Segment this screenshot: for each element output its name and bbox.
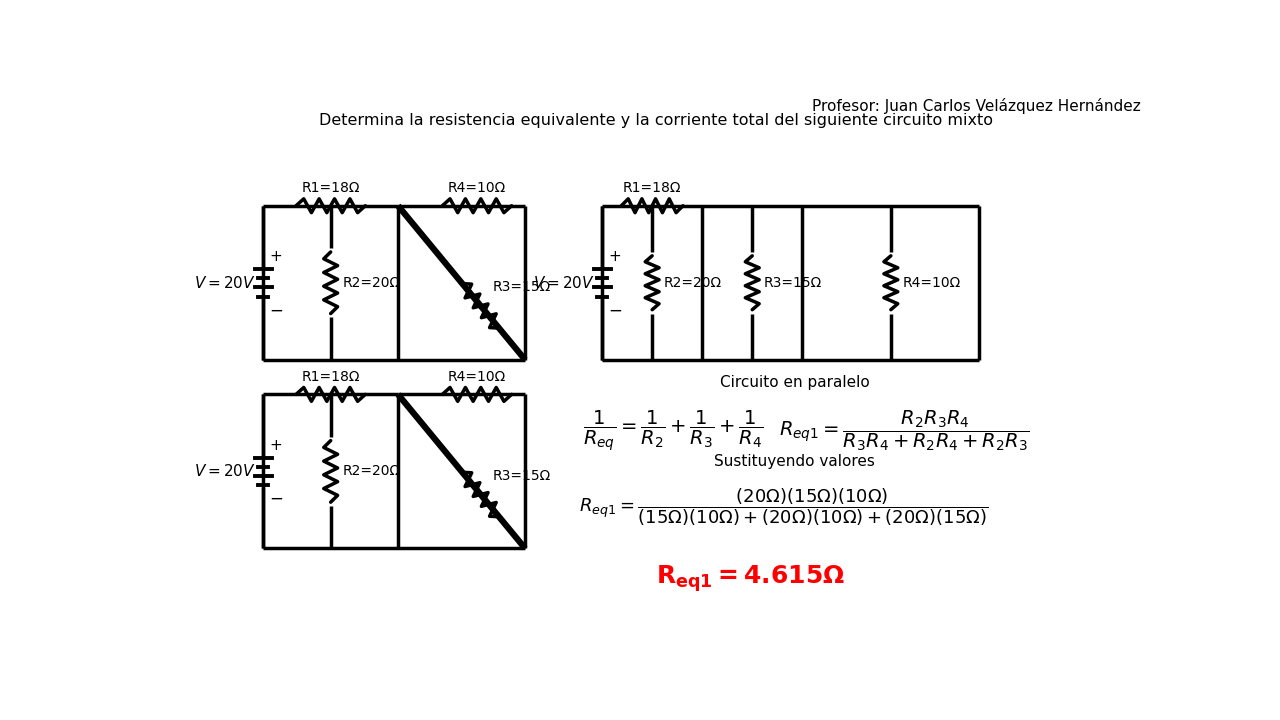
Text: −: −: [270, 301, 283, 319]
Text: R2=20Ω: R2=20Ω: [342, 464, 401, 478]
Text: R4=10Ω: R4=10Ω: [448, 369, 506, 384]
Text: $\dfrac{1}{R_{eq}} = \dfrac{1}{R_2} + \dfrac{1}{R_3} + \dfrac{1}{R_4}$: $\dfrac{1}{R_{eq}} = \dfrac{1}{R_2} + \d…: [582, 408, 763, 453]
Text: R3=15Ω: R3=15Ω: [493, 469, 550, 483]
Text: Circuito en paralelo: Circuito en paralelo: [719, 375, 869, 390]
Text: R3=15Ω: R3=15Ω: [764, 276, 822, 289]
Text: $R_{eq1} = \dfrac{(20\Omega)(15\Omega)(10\Omega)}{(15\Omega)(10\Omega) + (20\Ome: $R_{eq1} = \dfrac{(20\Omega)(15\Omega)(1…: [579, 487, 988, 528]
Text: $V = 20V$: $V = 20V$: [193, 275, 256, 291]
Text: R4=10Ω: R4=10Ω: [902, 276, 961, 289]
Text: R3=15Ω: R3=15Ω: [493, 280, 550, 294]
Text: $\mathbf{R_{eq1} = 4.615\Omega}$: $\mathbf{R_{eq1} = 4.615\Omega}$: [657, 564, 845, 595]
Text: R4=10Ω: R4=10Ω: [448, 181, 506, 195]
Text: Profesor: Juan Carlos Velázquez Hernández: Profesor: Juan Carlos Velázquez Hernánde…: [813, 98, 1140, 114]
Text: $V = 20V$: $V = 20V$: [532, 275, 594, 291]
Text: Determina la resistencia equivalente y la corriente total del siguiente circuito: Determina la resistencia equivalente y l…: [319, 113, 993, 128]
Text: −: −: [270, 490, 283, 508]
Text: Sustituyendo valores: Sustituyendo valores: [714, 454, 876, 469]
Text: R2=20Ω: R2=20Ω: [342, 276, 401, 289]
Text: $V = 20V$: $V = 20V$: [193, 464, 256, 480]
Text: +: +: [608, 249, 621, 264]
Text: $R_{eq1} = \dfrac{R_2 R_3 R_4}{R_3 R_4 + R_2 R_4 + R_2 R_3}$: $R_{eq1} = \dfrac{R_2 R_3 R_4}{R_3 R_4 +…: [780, 408, 1029, 453]
Text: +: +: [270, 438, 282, 453]
Text: R1=18Ω: R1=18Ω: [301, 369, 360, 384]
Text: +: +: [270, 249, 282, 264]
Text: R2=20Ω: R2=20Ω: [664, 276, 722, 289]
Text: −: −: [608, 301, 622, 319]
Text: R1=18Ω: R1=18Ω: [623, 181, 681, 195]
Text: R1=18Ω: R1=18Ω: [301, 181, 360, 195]
